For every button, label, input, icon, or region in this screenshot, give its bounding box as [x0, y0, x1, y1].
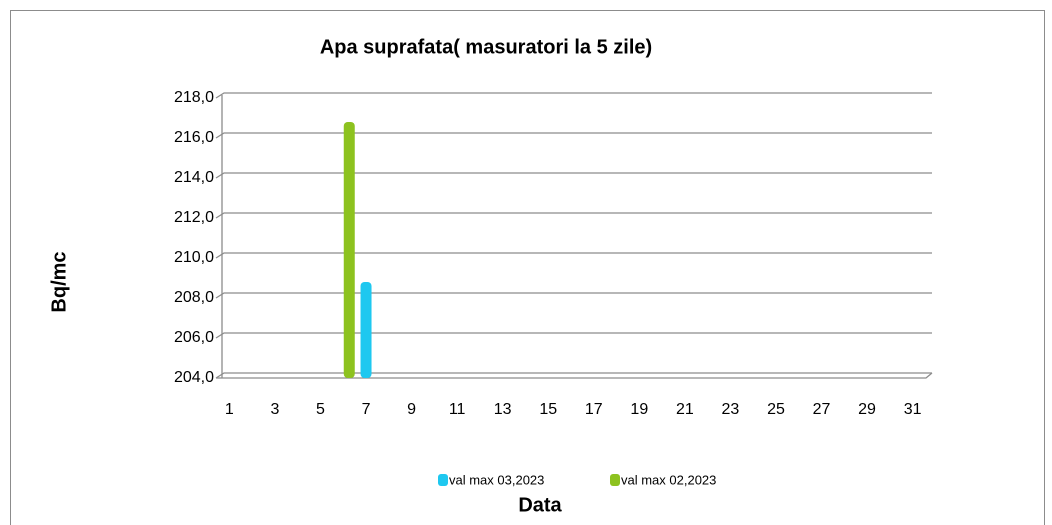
x-tick-label: 9: [407, 401, 416, 418]
x-tick-label: 19: [630, 401, 648, 418]
y-tick-label: 212,0: [174, 209, 214, 226]
x-axis-label: Data: [518, 494, 562, 516]
x-tick-label: 21: [676, 401, 694, 418]
grid-line: [215, 372, 932, 379]
bar: [343, 122, 355, 378]
grid-line: [215, 92, 932, 99]
x-tick-label: 7: [362, 401, 371, 418]
legend-label: val max 03,2023: [449, 472, 544, 487]
legend-swatch: [438, 474, 448, 486]
x-tick-label: 13: [494, 401, 512, 418]
legend-swatch: [610, 474, 620, 486]
legend-label: val max 02,2023: [621, 472, 716, 487]
x-tick-label: 3: [270, 401, 279, 418]
x-tick-label: 15: [539, 401, 557, 418]
x-tick-label: 5: [316, 401, 325, 418]
grid-line: [215, 332, 932, 339]
y-tick-label: 210,0: [174, 249, 214, 266]
x-tick-label: 1: [225, 401, 234, 418]
x-axis: [216, 372, 933, 379]
chart-border: [10, 10, 1045, 525]
x-tick-label: 27: [813, 401, 831, 418]
y-tick-label: 206,0: [174, 329, 214, 346]
y-axis-label: Bq/mc: [48, 251, 70, 312]
grid-line: [215, 212, 932, 219]
grid-line: [215, 252, 932, 259]
grid-line: [215, 292, 932, 299]
grid-line: [215, 172, 932, 179]
y-tick-label: 208,0: [174, 289, 214, 306]
y-tick-label: 218,0: [174, 89, 214, 106]
y-tick-label: 214,0: [174, 169, 214, 186]
y-tick-label: 216,0: [174, 129, 214, 146]
x-tick-label: 17: [585, 401, 603, 418]
chart-title: Apa suprafata( masuratori la 5 zile): [320, 36, 652, 58]
x-tick-label: 31: [904, 401, 922, 418]
x-tick-label: 25: [767, 401, 785, 418]
grid-line: [215, 132, 932, 139]
bar: [360, 282, 372, 378]
x-tick-label: 29: [858, 401, 876, 418]
y-tick-label: 204,0: [174, 369, 214, 386]
x-tick-label: 23: [722, 401, 740, 418]
x-tick-label: 11: [449, 401, 466, 418]
